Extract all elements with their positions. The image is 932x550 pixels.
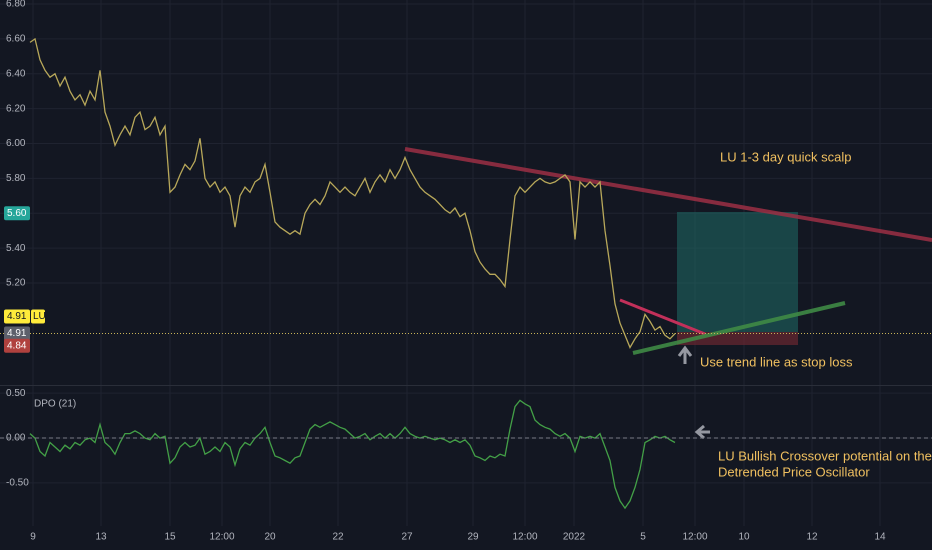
arrow-up xyxy=(677,345,693,364)
x-tick-label: 14 xyxy=(874,532,886,543)
price-marker-label: 4.91 xyxy=(7,328,27,339)
last-price-label: 4.91 xyxy=(7,311,27,322)
price-marker-label: 5.60 xyxy=(7,208,27,219)
x-tick-label: 29 xyxy=(467,532,479,543)
y-tick-label: 6.40 xyxy=(6,68,26,79)
x-tick-label: 12:00 xyxy=(512,532,537,543)
y-tick-label: 5.80 xyxy=(6,173,26,184)
target-zone xyxy=(677,212,798,332)
x-tick-label: 20 xyxy=(264,532,276,543)
x-tick-label: 12:00 xyxy=(682,532,707,543)
x-tick-label: 2022 xyxy=(563,532,586,543)
last-price-marker xyxy=(4,309,30,324)
price-marker xyxy=(4,206,30,221)
y-tick-label: 6.20 xyxy=(6,103,26,114)
y-tick-label: 6.60 xyxy=(6,34,26,45)
annotation: Use trend line as stop loss xyxy=(700,354,853,369)
x-tick-label: 13 xyxy=(95,532,107,543)
x-tick-label: 27 xyxy=(401,532,413,543)
indicator-title: DPO (21) xyxy=(34,399,76,410)
y-tick-label: 5.40 xyxy=(6,243,26,254)
x-tick-label: 9 xyxy=(30,532,36,543)
price-marker-label: 4.84 xyxy=(7,340,27,351)
y-tick-label: -0.50 xyxy=(6,478,29,489)
y-tick-label: 5.20 xyxy=(6,278,26,289)
x-tick-label: 15 xyxy=(164,532,176,543)
y-tick-label: 6.80 xyxy=(6,0,26,10)
support-trendline xyxy=(632,301,846,355)
annotation: LU 1-3 day quick scalp xyxy=(720,149,852,164)
symbol-label: LU xyxy=(33,311,46,322)
series-line xyxy=(29,37,676,349)
price-marker xyxy=(4,338,30,353)
series-line xyxy=(29,399,676,510)
x-tick-label: 22 xyxy=(332,532,344,543)
arrow-left xyxy=(694,424,710,440)
annotation: LU Bullish Crossover potential on the xyxy=(718,448,932,463)
x-tick-label: 10 xyxy=(738,532,750,543)
short-trendline xyxy=(619,298,706,336)
symbol-box xyxy=(31,309,45,324)
x-tick-label: 12 xyxy=(806,532,818,543)
y-tick-label: 0.50 xyxy=(6,388,26,399)
x-tick-label: 12:00 xyxy=(209,532,234,543)
resistance-trendline xyxy=(404,147,932,242)
price-marker xyxy=(4,326,30,341)
annotation: Detrended Price Oscillator xyxy=(718,464,870,479)
x-tick-label: 5 xyxy=(640,532,646,543)
y-tick-label: 6.00 xyxy=(6,138,26,149)
